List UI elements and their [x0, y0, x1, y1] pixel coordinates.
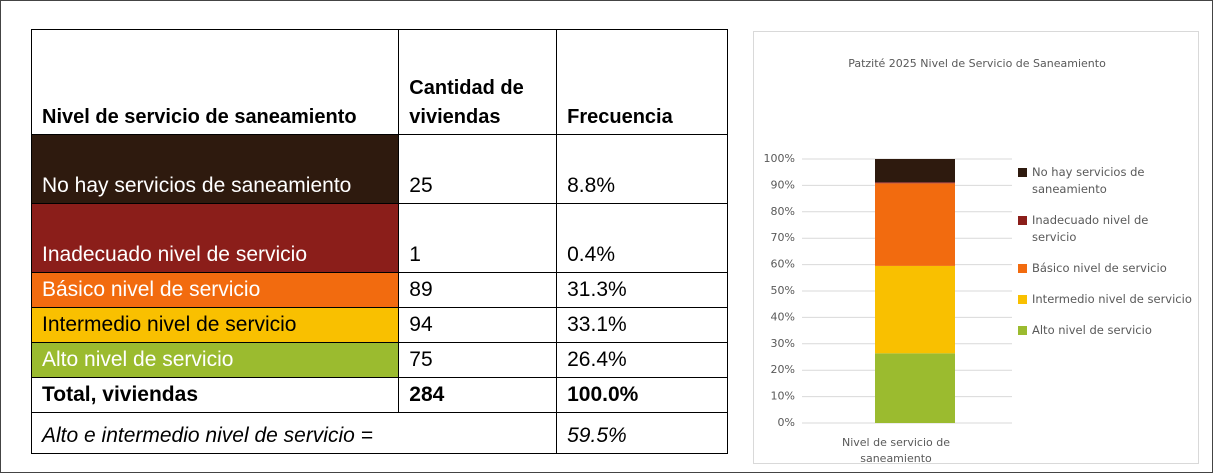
legend-label: Alto nivel de servicio	[1032, 323, 1152, 337]
table-cell: Inadecuado nivel de servicio	[30, 203, 400, 273]
legend-swatch	[1018, 264, 1027, 273]
table-cell: 100.0%	[556, 377, 728, 413]
table-row: Intermedio nivel de servicio 94 33.1%	[30, 307, 728, 343]
table-row: Básico nivel de servicio 89 31.3%	[30, 272, 728, 308]
y-tick-label: 70%	[771, 231, 795, 244]
legend-entry: Básico nivel de servicio	[1018, 260, 1196, 277]
bar-segment	[875, 353, 955, 423]
y-tick-label: 0%	[778, 416, 795, 429]
legend-swatch	[1018, 326, 1027, 335]
data-table: Nivel de servicio de saneamiento Cantida…	[30, 29, 728, 454]
y-tick-label: 90%	[771, 178, 795, 191]
y-tick-label: 10%	[771, 390, 795, 403]
y-tick-label: 30%	[771, 337, 795, 350]
legend-label: No hay servicios de saneamiento	[1032, 165, 1145, 196]
chart-panel: Patzité 2025 Nivel de Servicio de Saneam…	[753, 31, 1199, 465]
x-tick-label: Nivel de servicio de saneamiento	[841, 436, 951, 465]
table-cell: 0.4%	[556, 203, 728, 273]
table-cell: 284	[398, 377, 558, 413]
table-cell: 8.8%	[556, 134, 728, 204]
bar-segment	[875, 265, 955, 354]
chart-title: Patzité 2025 Nivel de Servicio de Saneam…	[848, 57, 1106, 70]
table-cell: No hay servicios de saneamiento	[30, 134, 400, 204]
table-cell: Alto nivel de servicio	[30, 342, 400, 378]
y-tick-label: 100%	[764, 152, 795, 165]
table-cell: Básico nivel de servicio	[30, 272, 400, 308]
header-row: Nivel de servicio de saneamiento Cantida…	[30, 29, 728, 135]
table-cell: 75	[398, 342, 558, 378]
table-cell: 31.3%	[556, 272, 728, 308]
table-row: Inadecuado nivel de servicio 1 0.4%	[30, 203, 728, 273]
y-tick-label: 20%	[771, 363, 795, 376]
y-tick-label: 40%	[771, 310, 795, 323]
legend-swatch	[1018, 295, 1027, 304]
header-cell: Cantidad de viviendas	[398, 29, 558, 135]
legend-entry: No hay servicios de saneamiento	[1018, 164, 1196, 198]
table-cell: 94	[398, 307, 558, 343]
legend-entry: Inadecuado nivel de servicio	[1018, 212, 1196, 246]
legend-label: Inadecuado nivel de servicio	[1032, 213, 1149, 244]
table-cell: 26.4%	[556, 342, 728, 378]
bar-segment	[875, 159, 955, 183]
legend: No hay servicios de saneamiento Inadecuad…	[1018, 164, 1196, 353]
table-cell: 25	[398, 134, 558, 204]
table-cell: 89	[398, 272, 558, 308]
chart: Patzité 2025 Nivel de Servicio de Saneam…	[764, 57, 1107, 429]
table-cell: 33.1%	[556, 307, 728, 343]
table-cell: 59.5%	[556, 412, 728, 454]
table-row: No hay servicios de saneamiento 25 8.8%	[30, 134, 728, 204]
legend-swatch	[1018, 216, 1027, 225]
table-cell: Intermedio nivel de servicio	[30, 307, 400, 343]
table-row: Alto nivel de servicio 75 26.4%	[30, 342, 728, 378]
legend-entry: Intermedio nivel de servicio	[1018, 291, 1196, 308]
legend-label: Intermedio nivel de servicio	[1032, 292, 1192, 306]
table-cell: Total, viviendas	[30, 377, 400, 413]
y-tick-label: 80%	[771, 205, 795, 218]
table-cell: Alto e intermedio nivel de servicio =	[30, 412, 558, 454]
legend-entry: Alto nivel de servicio	[1018, 322, 1196, 339]
header-cell: Nivel de servicio de saneamiento	[30, 29, 400, 135]
y-tick-label: 50%	[771, 284, 795, 297]
total-row: Total, viviendas 284 100.0%	[30, 377, 728, 413]
table-cell: 1	[398, 203, 558, 273]
legend-swatch	[1018, 168, 1027, 177]
y-tick-label: 60%	[771, 258, 795, 271]
bar-segment	[875, 183, 955, 266]
bar-segment	[875, 182, 955, 184]
legend-label: Básico nivel de servicio	[1032, 261, 1167, 275]
summary-row: Alto e intermedio nivel de servicio = 59.…	[30, 412, 728, 454]
header-cell: Frecuencia	[556, 29, 728, 135]
